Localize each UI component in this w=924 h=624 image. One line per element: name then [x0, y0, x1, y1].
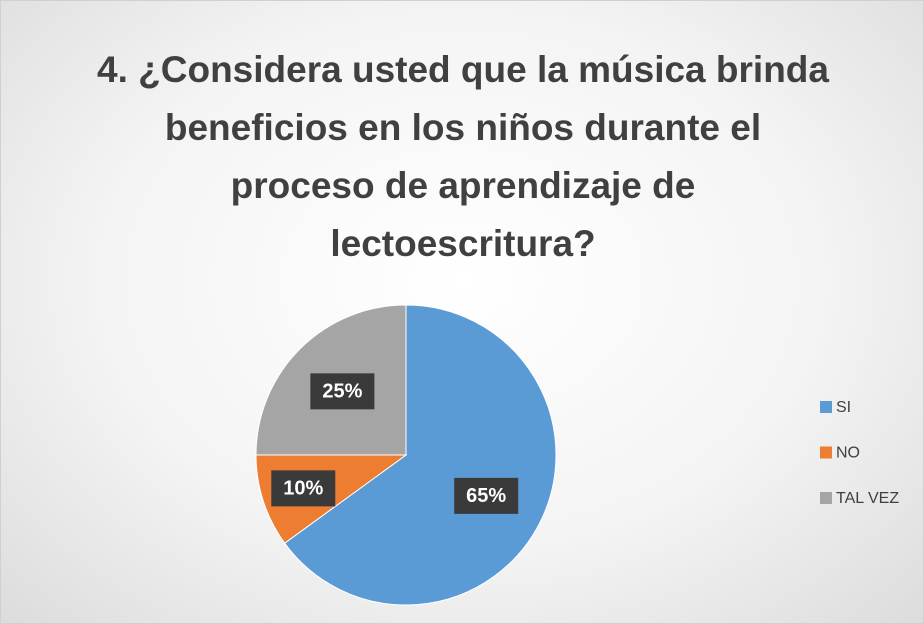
data-label: 65%	[466, 485, 506, 507]
legend-label: NO	[836, 445, 860, 462]
chart-title: 4. ¿Considera usted que la música brinda…	[97, 49, 829, 264]
data-label-box	[310, 373, 375, 410]
legend-label: TAL VEZ	[836, 490, 899, 507]
data-label-box	[271, 470, 336, 507]
data-label-box	[454, 477, 519, 514]
legend-swatch	[820, 401, 832, 413]
legend-label: SI	[836, 399, 851, 416]
legend-swatch	[820, 446, 832, 459]
data-label: 25%	[322, 381, 362, 403]
data-label: 10%	[283, 478, 323, 500]
legend-swatch	[820, 492, 832, 504]
pie-slice	[283, 304, 557, 606]
